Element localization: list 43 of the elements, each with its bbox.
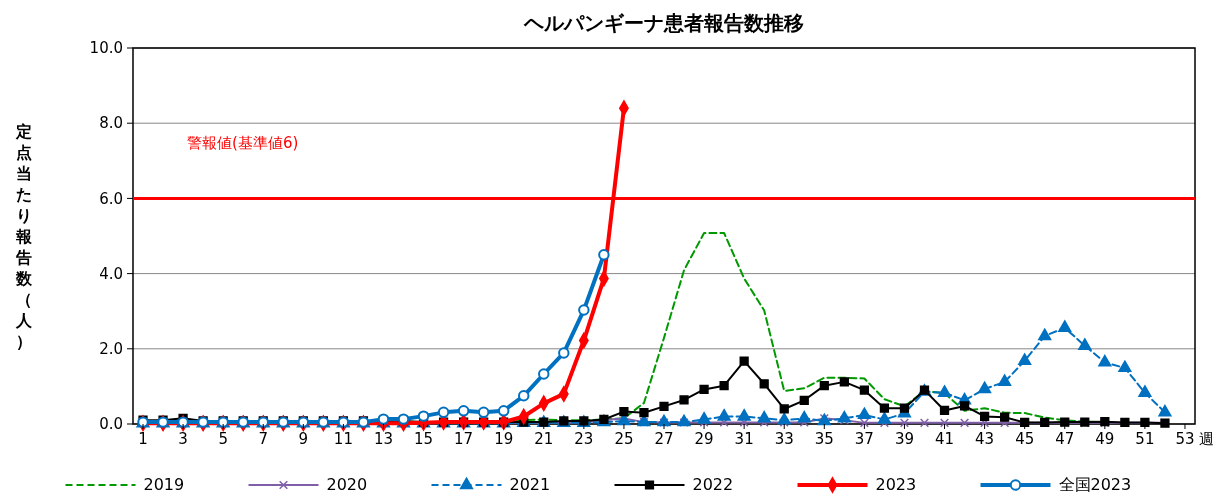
y-tick-label: 2.0 [99,340,123,359]
x-tick-label: 1 [138,430,148,448]
x-tick-label: 45 [1015,430,1035,448]
legend-label: 2019 [143,475,185,494]
x-tick-label: 5 [218,430,228,448]
y-tick-label: 0.0 [99,415,123,434]
text: 定点当たり報告数（人） [16,121,32,351]
x-tick-label: 11 [333,430,353,448]
x-tick-label: 9 [298,430,309,448]
x-tick-label: 51 [1135,430,1155,448]
x-tick-label: 49 [1095,430,1115,448]
y-tick-label: 10.0 [89,39,123,58]
legend-label: 全国2023 [1058,475,1132,494]
x-tick-label: 37 [854,430,874,448]
x-tick-label: 41 [934,430,955,448]
x-tick-label: 47 [1055,430,1075,448]
x-tick-label: 3 [178,430,188,448]
x-tick-label: 39 [894,430,914,448]
legend-label: 2023 [875,475,917,494]
x-tick-label: 31 [734,430,754,448]
x-tick-label: 21 [534,430,554,448]
x-tick-label: 33 [774,430,794,448]
legend-label: 2022 [692,475,734,494]
y-tick-label: 4.0 [99,264,123,283]
chart-title: ヘルパンギーナ患者報告数推移 [523,11,804,35]
x-tick-label: 29 [694,430,714,448]
x-tick-label: 19 [494,430,514,448]
x-tick-label: 15 [414,430,434,448]
x-tick-label: 53 [1175,430,1195,448]
legend-label: 2020 [326,475,368,494]
y-tick-label: 8.0 [99,114,123,133]
x-tick-label: 27 [654,430,674,448]
y-tick-label: 6.0 [99,189,123,208]
x-tick-label: 25 [614,430,634,448]
x-tick-label: 23 [574,430,594,448]
x-tick-label: 17 [454,430,474,448]
x-tick-label: 13 [373,430,394,448]
x-tick-label: 7 [258,430,269,448]
legend-label: 2021 [509,475,551,494]
x-axis-title: 週 [1199,430,1214,448]
x-tick-label: 43 [975,430,995,448]
x-tick-label: 35 [814,430,834,448]
ref-line-label: 警報値(基準値6) [187,134,299,153]
